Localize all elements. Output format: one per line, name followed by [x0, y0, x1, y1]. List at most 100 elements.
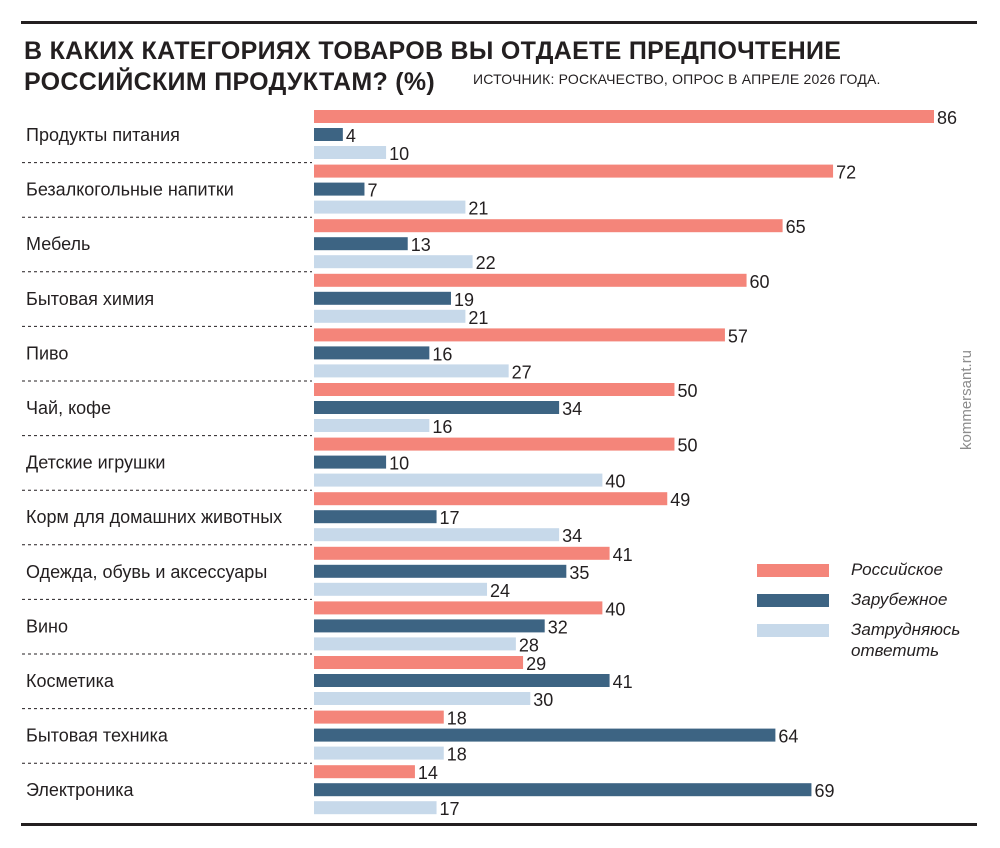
legend-swatch-russian [757, 564, 829, 577]
data-label-undecided: 40 [605, 472, 625, 492]
data-label-foreign: 19 [454, 290, 474, 310]
data-label-russian: 65 [786, 217, 806, 237]
data-label-foreign: 7 [367, 181, 377, 201]
bar-russian [314, 710, 444, 724]
bar-foreign [314, 564, 567, 578]
bar-undecided [314, 146, 387, 159]
source-note: ИСТОЧНИК: РОСКАЧЕСТВО, ОПРОС В АПРЕЛЕ 20… [473, 71, 881, 87]
legend-label-russian: Российское [851, 560, 943, 579]
top-rule [21, 21, 977, 24]
legend-label-undecided: Затрудняюсь ответить [851, 620, 961, 660]
bar-russian [314, 601, 603, 615]
bar-foreign [314, 783, 812, 797]
data-label-foreign: 64 [778, 727, 798, 747]
data-label-foreign: 35 [569, 563, 589, 583]
chart-title: В КАКИХ КАТЕГОРИЯХ ТОВАРОВ ВЫ ОТДАЕТЕ ПР… [24, 36, 841, 98]
category-label: Продукты питания [26, 125, 180, 145]
bar-undecided [314, 582, 488, 596]
bar-undecided [314, 746, 444, 760]
data-label-undecided: 28 [519, 635, 539, 655]
bar-foreign [314, 510, 437, 524]
bar-undecided [314, 637, 516, 651]
data-label-undecided: 10 [389, 144, 409, 164]
category-label: Безалкогольные напитки [26, 180, 234, 200]
data-label-undecided: 27 [512, 362, 532, 382]
category-label: Косметика [26, 671, 115, 691]
category-label: Вино [26, 616, 68, 636]
data-label-russian: 50 [677, 436, 697, 456]
category-label: Детские игрушки [26, 453, 165, 473]
data-label-russian: 49 [670, 490, 690, 510]
bar-foreign [314, 346, 430, 360]
data-label-undecided: 17 [440, 799, 460, 819]
data-label-foreign: 17 [440, 508, 460, 528]
legend-label-foreign: Зарубежное [851, 590, 948, 609]
bar-undecided [314, 473, 603, 487]
category-label: Чай, кофе [26, 398, 111, 418]
bar-russian [314, 273, 747, 287]
category-label: Бытовая техника [26, 726, 169, 746]
bar-foreign [314, 128, 343, 141]
data-label-russian: 18 [447, 709, 467, 729]
data-label-russian: 41 [613, 545, 633, 565]
legend-swatch-undecided [757, 624, 829, 637]
data-label-russian: 40 [605, 599, 625, 619]
bar-russian [314, 219, 783, 233]
data-label-russian: 29 [526, 654, 546, 674]
category-label: Корм для домашних животных [26, 507, 282, 527]
bar-foreign [314, 619, 545, 633]
data-label-russian: 57 [728, 326, 748, 346]
bar-russian [314, 656, 524, 669]
data-label-foreign: 32 [548, 617, 568, 637]
bar-undecided [314, 200, 466, 214]
chart-title-line2: РОССИЙСКИМ ПРОДУКТАМ? (%) [24, 68, 436, 96]
bottom-rule [21, 823, 977, 826]
bar-undecided [314, 419, 430, 432]
bar-foreign [314, 455, 387, 469]
bar-undecided [314, 364, 509, 378]
bar-russian [314, 110, 934, 123]
data-label-russian: 60 [750, 272, 770, 292]
data-label-undecided: 18 [447, 745, 467, 765]
data-label-undecided: 21 [468, 308, 488, 328]
data-label-undecided: 30 [533, 690, 553, 710]
bar-undecided [314, 692, 531, 705]
data-label-undecided: 16 [432, 417, 452, 437]
bar-russian [314, 328, 725, 342]
bar-russian [314, 765, 415, 779]
bar-russian [314, 492, 668, 506]
category-label: Мебель [26, 234, 90, 254]
bar-foreign [314, 237, 408, 251]
bar-foreign [314, 182, 365, 196]
category-label: Одежда, обувь и аксессуары [26, 562, 267, 582]
data-label-foreign: 16 [432, 344, 452, 364]
chart-title-line1: В КАКИХ КАТЕГОРИЯХ ТОВАРОВ ВЫ ОТДАЕТЕ ПР… [24, 37, 842, 65]
data-label-undecided: 24 [490, 581, 510, 601]
bar-russian [314, 383, 675, 396]
bar-undecided [314, 255, 473, 269]
data-label-foreign: 69 [814, 781, 834, 801]
data-label-foreign: 10 [389, 454, 409, 474]
data-label-russian: 86 [937, 108, 957, 128]
bar-undecided [314, 309, 466, 323]
category-label: Пиво [26, 343, 68, 363]
legend-swatch-foreign [757, 594, 829, 607]
watermark: kommersant.ru [958, 349, 975, 450]
data-label-foreign: 34 [562, 399, 582, 419]
data-label-undecided: 34 [562, 526, 582, 546]
data-label-foreign: 4 [346, 126, 356, 146]
category-label: Электроника [26, 780, 134, 800]
bar-russian [314, 437, 675, 451]
bar-foreign [314, 291, 451, 305]
data-label-undecided: 22 [476, 253, 496, 273]
data-label-russian: 14 [418, 763, 438, 783]
bar-russian [314, 546, 610, 560]
data-label-russian: 50 [677, 381, 697, 401]
bar-foreign [314, 401, 560, 414]
data-label-foreign: 41 [613, 672, 633, 692]
data-label-foreign: 13 [411, 235, 431, 255]
bar-undecided [314, 528, 560, 542]
data-label-undecided: 21 [468, 199, 488, 219]
bar-undecided [314, 801, 437, 815]
data-label-russian: 72 [836, 163, 856, 183]
